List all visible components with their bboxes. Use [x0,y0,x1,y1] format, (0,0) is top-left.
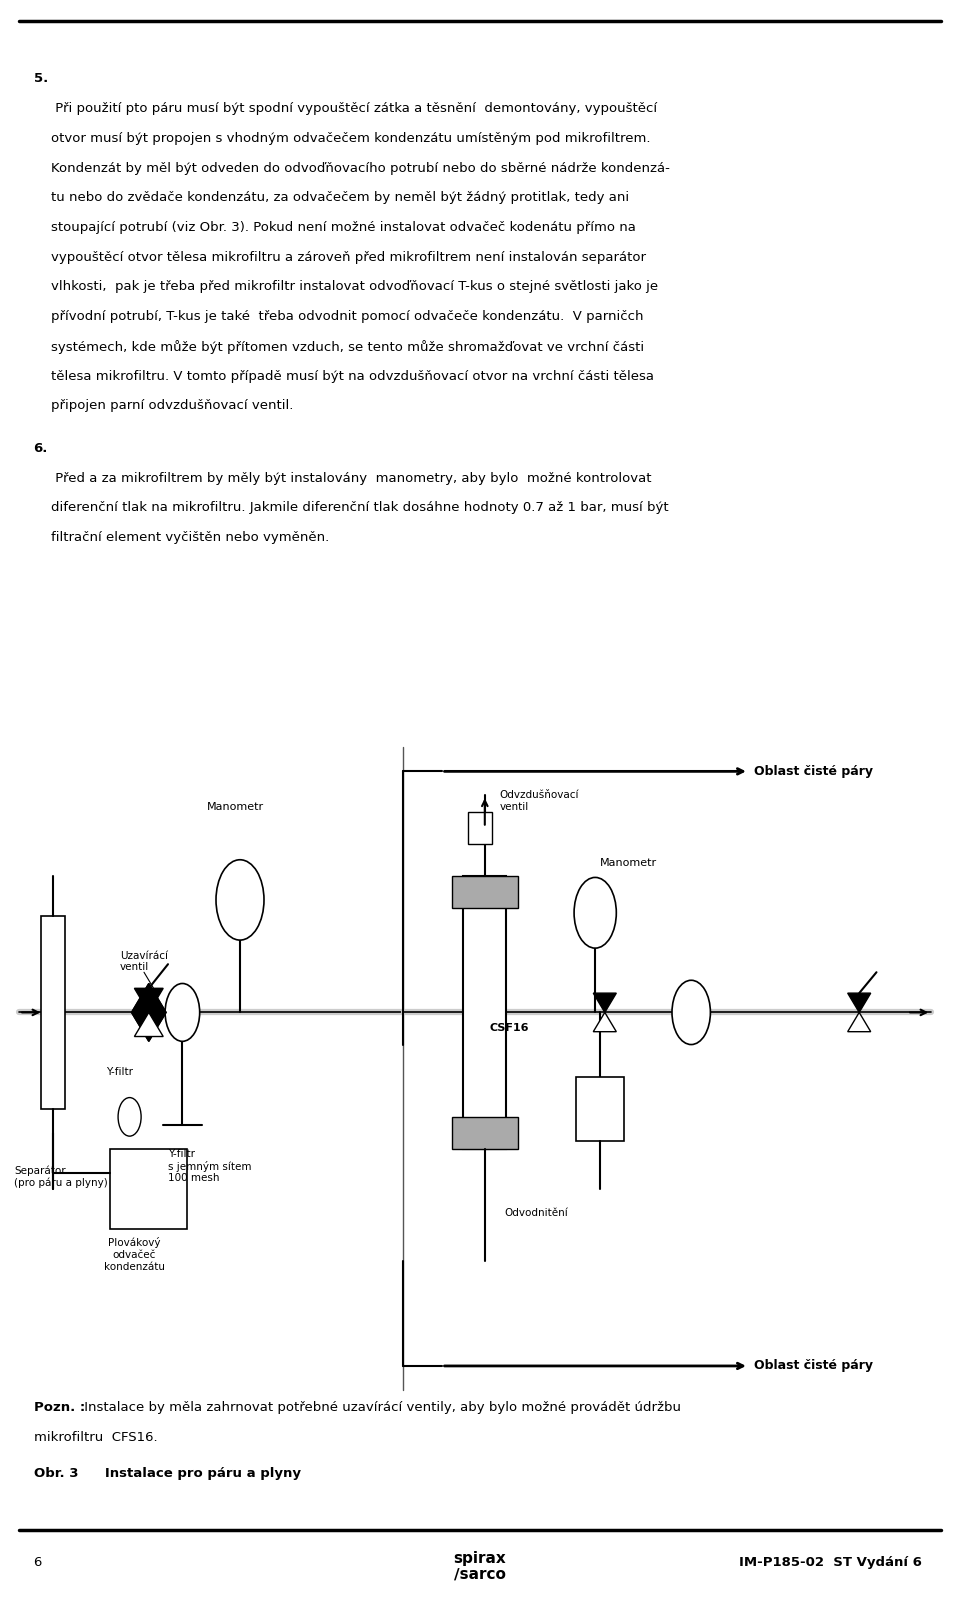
Text: Oblast čisté páry: Oblast čisté páry [754,765,873,778]
Polygon shape [132,983,166,1041]
Polygon shape [593,1012,616,1032]
Text: Manometr: Manometr [600,858,658,868]
Text: stoupající potrubí (viz Obr. 3). Pokud není možné instalovat odvačeč kodenátu př: stoupající potrubí (viz Obr. 3). Pokud n… [51,220,636,235]
Text: IM-P185-02  ST Vydání 6: IM-P185-02 ST Vydání 6 [739,1556,922,1568]
Text: přívodní potrubí, T-kus je také  třeba odvodnit pomocí odvačeče kondenzátu.  V p: přívodní potrubí, T-kus je také třeba od… [51,310,643,323]
Text: Separátor
(pro páru a plyny): Separátor (pro páru a plyny) [14,1165,108,1188]
Text: 6.: 6. [34,442,48,455]
Circle shape [165,983,200,1041]
Text: Uzavírácí
ventil: Uzavírácí ventil [120,951,168,972]
Text: Před a za mikrofiltrem by měly být instalovány  manometry, aby bylo  možné kontr: Před a za mikrofiltrem by měly být insta… [51,471,652,485]
Text: Instalace pro páru a plyny: Instalace pro páru a plyny [91,1467,301,1480]
Circle shape [574,877,616,948]
Text: tělesa mikrofiltru. V tomto případě musí být na odvzdušňovací otvor na vrchní čá: tělesa mikrofiltru. V tomto případě musí… [51,370,654,382]
Bar [463,876,507,1149]
Text: spirax
∕sarco: spirax ∕sarco [454,1551,506,1583]
Polygon shape [134,1012,163,1037]
Text: Instalace by měla zahrnovat potřebné uzavírácí ventily, aby bylo možné provádět : Instalace by měla zahrnovat potřebné uza… [80,1401,681,1414]
Text: Obr. 3: Obr. 3 [34,1467,78,1480]
Text: 6: 6 [34,1556,42,1568]
Polygon shape [848,1012,871,1032]
Text: Pozn. :: Pozn. : [34,1401,84,1414]
Text: Y-filtr
s jemným sítem
100 mesh: Y-filtr s jemným sítem 100 mesh [168,1149,252,1183]
Text: Y-filtr: Y-filtr [106,1067,132,1077]
Text: 5.: 5. [34,72,48,85]
Text: připojen parní odvzdušňovací ventil.: připojen parní odvzdušňovací ventil. [51,399,293,413]
Text: CSF16: CSF16 [490,1024,529,1033]
Text: otvor musí být propojen s vhodným odvačečem kondenzátu umístěným pod mikrofiltre: otvor musí být propojen s vhodným odvače… [51,132,650,145]
Text: Manometr: Manometr [206,802,264,812]
Text: diferenční tlak na mikrofiltru. Jakmile diferenční tlak dosáhne hodnoty 0.7 až 1: diferenční tlak na mikrofiltru. Jakmile … [51,501,668,514]
Circle shape [672,980,710,1045]
Text: tu nebo do zvědače kondenzátu, za odvačečem by neměl být žádný protitlak, tedy a: tu nebo do zvědače kondenzátu, za odvače… [51,191,629,204]
Text: Odvodnitění: Odvodnitění [504,1208,567,1218]
Circle shape [216,860,264,940]
Text: Odvzdušňovací
ventil: Odvzdušňovací ventil [499,791,579,812]
Polygon shape [848,993,871,1012]
Circle shape [118,1098,141,1136]
Text: vypouštěcí otvor tělesa mikrofiltru a zároveň před mikrofiltrem není instalován : vypouštěcí otvor tělesa mikrofiltru a zá… [51,251,646,264]
Polygon shape [134,988,163,1012]
Bar [110,1149,187,1229]
Text: mikrofiltru  CFS16.: mikrofiltru CFS16. [34,1430,157,1445]
Text: Plovákový
odvačeč
kondenzátu: Plovákový odvačeč kondenzátu [104,1237,165,1271]
Text: vlhkosti,  pak je třeba před mikrofiltr instalovat odvoďňovací T-kus o stejné sv: vlhkosti, pak je třeba před mikrofiltr i… [51,280,658,294]
Bar [468,812,492,844]
Polygon shape [132,983,166,1041]
Bar [451,1117,518,1149]
Text: Při použití pto páru musí být spodní vypouštěcí zátka a těsnění  demontovány, vy: Při použití pto páru musí být spodní vyp… [51,103,657,116]
Bar [576,1077,624,1141]
Text: Kondenzát by měl být odveden do odvoďňovacího potrubí nebo do sběrné nádrže kond: Kondenzát by měl být odveden do odvoďňov… [51,162,670,175]
Text: systémech, kde může být přítomen vzduch, se tento může shromažďovat ve vrchní čá: systémech, kde může být přítomen vzduch,… [51,341,644,354]
Text: Oblast čisté páry: Oblast čisté páry [754,1360,873,1372]
Bar [451,876,518,908]
Polygon shape [593,993,616,1012]
Bar [40,916,65,1109]
Text: filtrační element vyčištěn nebo vyměněn.: filtrační element vyčištěn nebo vyměněn. [51,530,329,545]
